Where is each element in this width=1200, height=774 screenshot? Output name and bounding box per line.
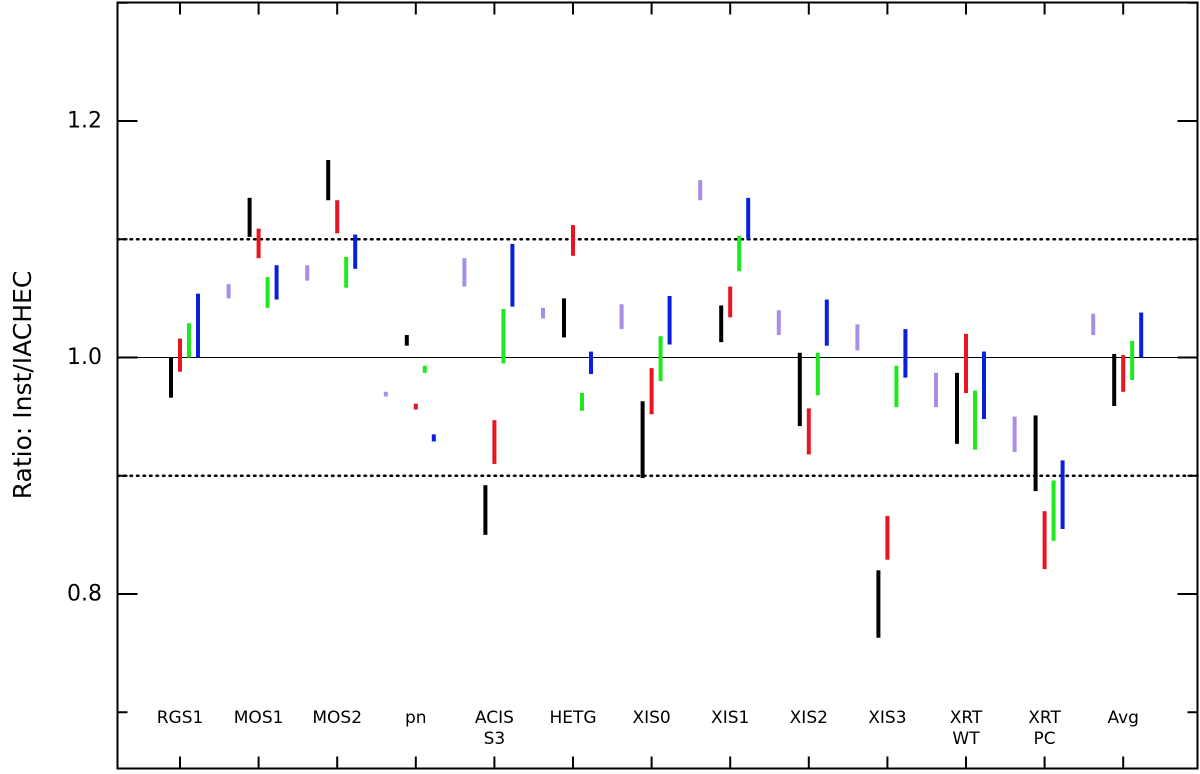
range-bar xyxy=(571,225,575,256)
range-bar xyxy=(483,485,488,535)
range-bar xyxy=(855,324,860,351)
range-bar xyxy=(274,265,279,300)
range-bar xyxy=(562,298,566,338)
category-label: ACIS S3 xyxy=(475,708,514,749)
range-bar xyxy=(353,234,358,269)
range-bar xyxy=(187,323,191,358)
category-label: HETG xyxy=(549,708,596,728)
range-bar xyxy=(667,296,672,345)
range-bar xyxy=(746,197,751,240)
range-bar xyxy=(719,305,724,343)
range-bar xyxy=(1042,511,1047,570)
range-bar xyxy=(196,293,200,358)
range-bar xyxy=(541,307,545,319)
range-bar xyxy=(256,228,261,259)
range-bar xyxy=(1121,355,1126,392)
range-bar xyxy=(934,372,938,408)
range-bar xyxy=(383,391,388,397)
category-label: Avg xyxy=(1107,708,1139,728)
range-bar xyxy=(982,351,986,419)
range-bar xyxy=(737,235,742,272)
category-label: MOS1 xyxy=(234,708,284,728)
range-bar xyxy=(265,277,270,308)
range-bar xyxy=(344,256,349,288)
category-label: XIS0 xyxy=(632,708,670,728)
reference-lines xyxy=(116,238,1199,477)
range-bar xyxy=(776,310,781,336)
range-bar xyxy=(169,357,173,398)
category-label: XRT WT xyxy=(950,708,983,749)
range-bars xyxy=(169,160,1144,638)
range-bar xyxy=(1051,480,1056,541)
range-bar xyxy=(698,180,703,201)
plot-frame xyxy=(116,1,1199,770)
range-bar xyxy=(326,160,331,201)
y-tick-label: 0.8 xyxy=(67,582,102,607)
category-label: XRT PC xyxy=(1028,708,1061,749)
range-bar xyxy=(815,352,820,396)
range-bar xyxy=(335,200,340,234)
range-bar xyxy=(806,408,811,455)
range-bar xyxy=(413,403,418,410)
range-bar xyxy=(903,329,908,378)
category-label: XIS3 xyxy=(868,708,906,728)
category-label: XIS1 xyxy=(711,708,749,728)
range-bar xyxy=(955,372,959,444)
range-bar xyxy=(797,352,802,427)
range-bar xyxy=(894,365,899,408)
range-bar xyxy=(640,401,645,479)
x-axis-ticks xyxy=(179,2,1125,769)
y-tick-label: 1.0 xyxy=(67,345,102,370)
category-labels: RGS1 MOS1 MOS2 pn ACIS S3 HETG XIS0 XIS1 XIS2 XIS3… xyxy=(157,708,1139,749)
category-label: XIS2 xyxy=(790,708,828,728)
range-bar xyxy=(589,351,593,375)
range-bar xyxy=(885,515,890,560)
range-bar xyxy=(1060,460,1065,529)
range-bar xyxy=(247,197,252,237)
range-bar xyxy=(973,390,977,450)
y-axis-title: Ratio: Inst/IACHEC xyxy=(8,271,37,500)
range-bar xyxy=(226,284,231,299)
y-tick-label: 1.2 xyxy=(67,109,102,134)
range-bar xyxy=(580,392,584,411)
range-bar xyxy=(510,243,515,307)
range-bar xyxy=(728,286,733,318)
range-bar xyxy=(1139,312,1144,358)
range-bar xyxy=(492,420,497,464)
range-bar xyxy=(649,368,654,415)
range-bar xyxy=(824,299,829,346)
range-bar xyxy=(658,336,663,382)
range-bar xyxy=(1012,416,1017,453)
range-bar xyxy=(876,570,881,638)
range-bar xyxy=(501,309,506,364)
category-label: pn xyxy=(405,708,427,728)
range-bar xyxy=(619,304,624,330)
range-bar xyxy=(1091,313,1096,336)
range-bar xyxy=(964,333,968,393)
range-bar xyxy=(305,265,310,281)
range-bar xyxy=(178,338,182,372)
range-bar xyxy=(422,365,427,373)
y-axis-ticks: 0.8 1.0 1.2 xyxy=(67,1,1198,714)
range-bar xyxy=(1112,353,1117,406)
range-bar xyxy=(462,258,467,287)
range-bar xyxy=(404,335,409,346)
category-label: MOS2 xyxy=(312,708,362,728)
range-bar xyxy=(431,434,436,442)
range-bar xyxy=(1130,340,1135,380)
range-bar xyxy=(1033,415,1038,492)
category-label: RGS1 xyxy=(157,708,204,728)
